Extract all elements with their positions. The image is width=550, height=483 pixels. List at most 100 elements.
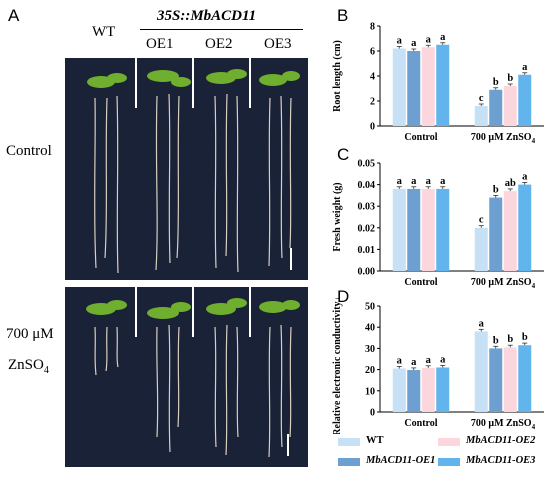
significance-letter: ab	[505, 178, 516, 189]
x-tick-label-subscript: 4	[532, 423, 536, 431]
significance-letter: b	[493, 184, 499, 195]
significance-letter: a	[411, 357, 417, 368]
significance-letter: b	[507, 73, 513, 84]
legend-label-oe1: MbACD11-OE1	[366, 455, 436, 466]
bar	[436, 367, 450, 412]
significance-letter: b	[493, 77, 499, 88]
bar	[474, 331, 488, 412]
y-tick-label: 0.00	[358, 267, 376, 278]
bar	[392, 48, 406, 126]
photo-treatment	[65, 287, 308, 467]
y-tick-label: 4	[370, 72, 375, 83]
significance-letter: a	[426, 355, 432, 366]
chart-conductivity: Relative electronic conductivity (%) 0 10 2…	[332, 298, 544, 434]
significance-letter: a	[522, 171, 528, 182]
y-tick-label: 8	[370, 22, 375, 33]
bar	[474, 227, 488, 271]
significance-letter: b	[493, 335, 499, 346]
divider-6	[249, 287, 251, 337]
y-axis-label: Fresh weight (g)	[332, 182, 343, 251]
significance-letter: a	[411, 38, 417, 49]
y-tick-label: 0	[370, 122, 375, 133]
significance-letter: a	[440, 176, 446, 187]
header-line-oe1: OE1	[146, 36, 174, 52]
significance-letter: a	[397, 355, 403, 366]
bar	[489, 348, 503, 412]
panel-letter-a: A	[8, 6, 20, 25]
x-tick-label: Control	[404, 418, 437, 429]
y-tick-label: 6	[370, 47, 375, 58]
bar	[518, 74, 532, 126]
y-tick-label: 0.03	[358, 202, 376, 213]
bar	[421, 367, 435, 412]
header-underline	[140, 29, 303, 30]
row-label-treatment-1: 700 μM	[6, 326, 54, 342]
bar	[407, 188, 421, 271]
bar	[518, 184, 532, 271]
y-tick-label: 0.05	[358, 159, 376, 170]
panel-letter-c: C	[337, 145, 350, 164]
divider-1	[135, 58, 137, 108]
y-tick-label: 0	[370, 408, 375, 419]
y-tick-label: 0.04	[358, 180, 376, 191]
y-axis-label: Relative electronic conductivity (%)	[332, 298, 343, 434]
divider-5	[192, 287, 194, 337]
significance-letter: a	[522, 62, 528, 73]
significance-letter: a	[397, 176, 403, 187]
bar	[489, 89, 503, 126]
x-tick-label-subscript: 4	[532, 282, 536, 290]
scale-bar	[290, 248, 292, 270]
y-tick-label: 40	[365, 323, 375, 334]
chart-legend: WT MbACD11-OE2 MbACD11-OE1 MbACD11-OE3	[338, 434, 548, 478]
significance-letter: a	[440, 32, 446, 43]
x-tick-label-subscript: 4	[532, 137, 536, 145]
bar	[518, 345, 532, 412]
header-line-oe2: OE2	[205, 36, 233, 52]
divider-4	[135, 287, 137, 337]
seedling-drawing-control	[87, 69, 300, 274]
legend-swatch-oe1	[338, 458, 360, 466]
panel-letter-b: B	[337, 6, 349, 25]
x-tick-label: Control	[404, 277, 437, 288]
chart-fresh-weight: Fresh weight (g) 0.00 0.01 0.02 0.03 0.04 0.05…	[332, 159, 544, 290]
legend-label-oe3: MbACD11-OE3	[466, 455, 536, 466]
seedling-drawing-treatment	[86, 298, 300, 458]
y-axis-label: Root length (cm)	[332, 40, 343, 112]
significance-letter: c	[479, 93, 484, 104]
significance-letter: a	[397, 36, 403, 47]
significance-letter: a	[440, 354, 446, 365]
legend-label-oe2: MbACD11-OE2	[466, 435, 536, 446]
divider-2	[192, 58, 194, 108]
x-tick-label: 700 μM ZnSO4	[471, 277, 536, 290]
legend-swatch-oe3	[438, 458, 460, 466]
bar	[503, 347, 517, 412]
bar	[436, 44, 450, 126]
header-wt: WT	[92, 24, 116, 40]
legend-swatch-oe2	[438, 438, 460, 446]
row-label-treatment-2: ZnSO4	[8, 357, 49, 376]
bar	[474, 106, 488, 126]
y-tick-label: 50	[365, 302, 375, 313]
y-tick-label: 30	[365, 344, 375, 355]
bar	[421, 188, 435, 271]
bar	[407, 51, 421, 126]
bar	[392, 188, 406, 271]
divider-3	[249, 58, 251, 108]
bar	[392, 368, 406, 412]
bar	[503, 86, 517, 126]
significance-letter: a	[426, 176, 432, 187]
row-label-control: Control	[6, 143, 52, 159]
y-tick-label: 0.02	[358, 223, 376, 234]
panel-letter-d: D	[337, 287, 350, 306]
y-tick-label: 0.01	[358, 245, 376, 256]
x-tick-label: 700 μM ZnSO4	[471, 418, 536, 431]
bar	[489, 197, 503, 271]
x-tick-label: 700 μM ZnSO4	[471, 132, 536, 145]
legend-label-wt: WT	[366, 435, 384, 446]
bar	[436, 188, 450, 271]
significance-letter: a	[426, 34, 432, 45]
bar	[407, 370, 421, 412]
y-tick-label: 10	[365, 386, 375, 397]
legend-swatch-wt	[338, 438, 360, 446]
